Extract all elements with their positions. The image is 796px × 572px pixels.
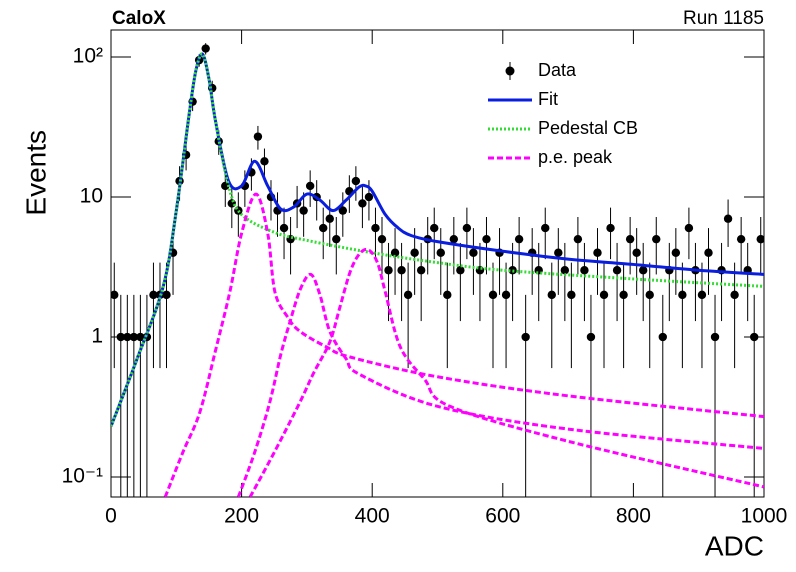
data-point [449,234,459,244]
data-point [279,223,289,233]
pe-peak-curve [248,247,764,497]
data-point [697,290,707,300]
data-point [129,332,139,342]
x-tick-label: 1000 [741,505,788,528]
y-tick-label: 10⁻¹ [62,465,103,488]
data-point [710,332,720,342]
data-point [684,223,694,233]
data-point [299,206,308,215]
data-point [430,223,439,233]
legend-marker [505,66,515,76]
data-point [756,234,764,244]
data-point [704,248,713,257]
x-axis-label: ADC [705,530,764,561]
data-point [678,290,687,300]
data-point [573,234,583,244]
pe-peak-curve [236,272,764,497]
data-point [162,290,171,300]
data-point [443,290,452,300]
legend-label: p.e. peak [538,147,613,167]
legend-label: Fit [538,89,558,109]
data-point [410,248,419,257]
data-point [123,332,132,342]
data-point [488,290,498,300]
data-point [730,290,739,300]
data-point [586,332,596,342]
data-point [436,248,445,257]
data-point [351,176,361,186]
data-point [652,234,661,244]
data-point [580,266,589,275]
y-tick-label: 10 [80,185,103,208]
data-point [736,234,746,244]
data-point [671,248,681,257]
y-tick-label: 1 [91,325,103,348]
fit-curve [111,52,764,427]
data-point [390,248,400,257]
data-point [260,157,269,166]
data-point [658,332,667,342]
data-point [116,332,125,342]
data-point [560,266,570,275]
x-tick-label: 0 [105,505,117,528]
pe-peak-curve [163,192,764,497]
plot-area [111,43,764,497]
data-point [149,290,158,300]
chart-subtitle: Run 1185 [683,8,764,29]
data-point [364,192,374,202]
data-point [319,223,328,233]
data-point [599,290,609,300]
data-point [227,199,237,208]
x-tick-label: 600 [485,505,520,528]
data-point [638,266,648,275]
data-point [541,223,550,233]
data-point [384,266,393,275]
data-point [469,248,478,257]
data-point [625,234,635,244]
data-point [111,290,119,300]
data-point [482,234,491,244]
data-point [377,234,387,244]
x-tick-label: 400 [355,505,390,528]
data-point [567,290,576,300]
data-point [750,332,759,342]
data-point [521,332,530,342]
data-point [416,266,426,275]
data-point [501,290,511,300]
data-point [332,234,341,244]
data-point [554,248,563,257]
plot-frame [110,29,765,498]
data-point [514,234,524,244]
x-tick-label: 200 [224,505,259,528]
data-point [619,290,628,300]
data-point [462,223,472,233]
data-point [358,199,367,208]
data-point [338,206,348,215]
data-point [612,266,622,275]
chart-title: CaloX [112,8,166,29]
legend-label: Pedestal CB [538,118,638,138]
y-axis-label: Events [20,130,51,216]
data-point [547,290,556,300]
data-point [606,223,615,233]
data-point [632,248,641,257]
data-point [371,223,380,233]
y-tick-label: 10² [73,45,103,68]
data-point [456,266,465,275]
legend-label: Data [538,60,577,80]
data-point [221,181,230,191]
data-point [403,290,413,300]
data-point [305,181,315,191]
data-point [136,332,145,342]
data-point [253,132,263,141]
data-point [593,248,602,257]
data-point [723,214,733,223]
data-point [325,214,334,223]
data-point [645,290,654,300]
x-tick-label: 800 [616,505,651,528]
data-point [201,44,210,53]
data-point [397,266,406,275]
